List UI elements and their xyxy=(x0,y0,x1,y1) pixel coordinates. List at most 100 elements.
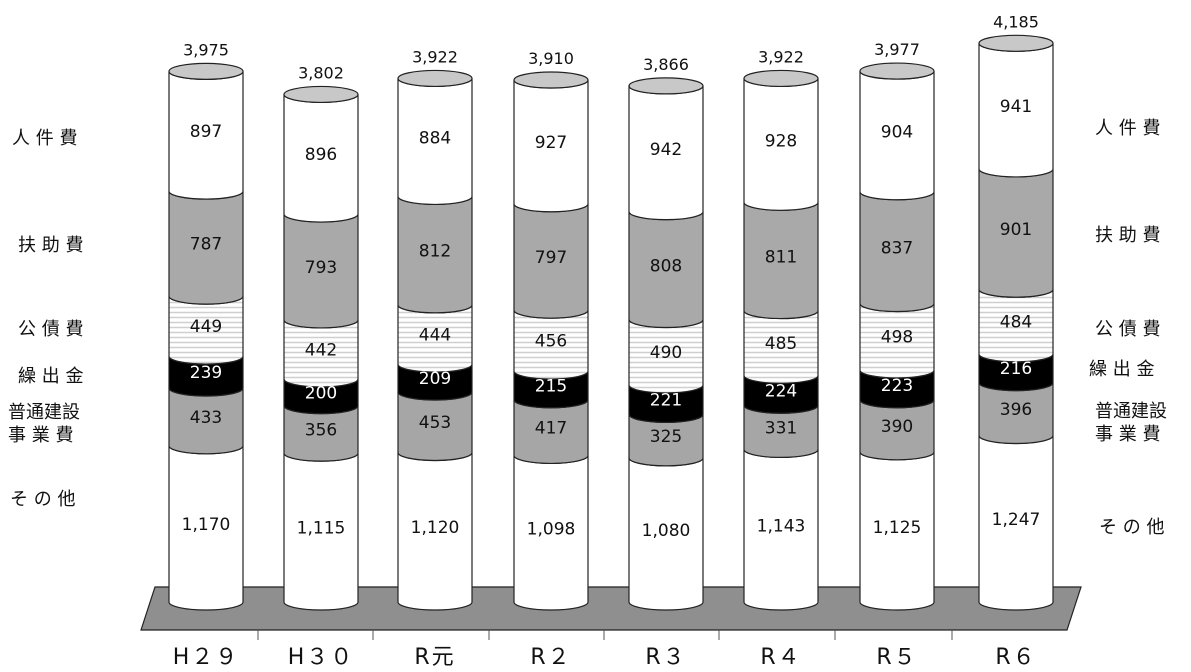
category-label-4: R２ xyxy=(530,645,571,670)
value-label-sonota-8: 1,247 xyxy=(992,510,1041,530)
value-label-fujohi-4: 797 xyxy=(535,248,567,268)
left-legend: 人 件 費 扶 助 費 公 債 費 繰 出 金 普通建設 事 業 費 そ の 他 xyxy=(8,128,83,510)
cylinder-top-cap-4 xyxy=(513,71,589,89)
cylinder-top-cap-5 xyxy=(628,77,704,95)
total-label-4: 3,910 xyxy=(528,49,574,68)
value-label-jinkenhi-4: 927 xyxy=(535,133,567,153)
value-label-kosaihi-1: 449 xyxy=(190,317,222,337)
total-label-5: 3,866 xyxy=(643,55,689,74)
cylinder-5 xyxy=(628,77,704,611)
value-label-futsu-6: 331 xyxy=(765,418,797,438)
value-label-kosaihi-6: 485 xyxy=(765,334,797,354)
value-label-futsu-5: 325 xyxy=(650,427,682,447)
value-label-fujohi-1: 787 xyxy=(190,235,222,255)
right-legend-sonota: そ の 他 xyxy=(1099,517,1164,538)
total-label-2: 3,802 xyxy=(298,63,344,82)
cylinder-bars xyxy=(168,34,1054,611)
right-legend-kosaihi: 公 債 費 xyxy=(1095,319,1160,340)
cylinder-top-cap-3 xyxy=(397,69,473,88)
cylinder-top-cap-2 xyxy=(283,85,359,104)
value-label-fujohi-5: 808 xyxy=(650,257,682,277)
value-label-futsu-8: 396 xyxy=(1000,400,1032,420)
value-label-kuridashikin-8: 216 xyxy=(1000,359,1032,379)
value-label-fujohi-8: 901 xyxy=(1000,220,1032,240)
category-label-8: R６ xyxy=(995,645,1036,670)
value-labels: 1,170 433 239 449 787 897 3,975 1,115 356 200 442 7… xyxy=(182,12,1041,541)
value-label-jinkenhi-2: 896 xyxy=(305,145,337,165)
value-label-jinkenhi-3: 884 xyxy=(419,128,451,148)
value-label-kuridashikin-5: 221 xyxy=(650,391,682,411)
value-label-futsu-7: 390 xyxy=(881,417,913,437)
value-label-sonota-3: 1,120 xyxy=(411,518,460,538)
cylinder-3 xyxy=(397,69,473,611)
left-legend-futsu-line2: 事 業 費 xyxy=(8,425,73,446)
left-legend-kuridashikin: 繰 出 金 xyxy=(18,366,83,387)
total-label-6: 3,922 xyxy=(758,47,804,66)
value-label-kuridashikin-2: 200 xyxy=(305,383,337,403)
cylinder-7 xyxy=(859,62,935,611)
value-label-futsu-1: 433 xyxy=(190,408,222,428)
total-label-3: 3,922 xyxy=(412,47,458,66)
axis-ticks xyxy=(257,630,953,640)
right-legend-jinkenhi: 人 件 費 xyxy=(1095,118,1160,139)
value-label-fujohi-3: 812 xyxy=(419,242,451,262)
value-label-sonota-7: 1,125 xyxy=(873,518,922,538)
value-label-kuridashikin-7: 223 xyxy=(881,376,913,396)
left-legend-kosaihi: 公 債 費 xyxy=(18,319,83,340)
value-label-jinkenhi-8: 941 xyxy=(1000,97,1032,117)
value-label-kosaihi-5: 490 xyxy=(650,343,682,363)
chart-base-platform xyxy=(140,586,1082,631)
cylinder-1 xyxy=(168,62,244,611)
value-label-fujohi-7: 837 xyxy=(881,239,913,259)
right-legend-kuridashikin: 繰 出 金 xyxy=(1089,359,1154,380)
value-label-kosaihi-3: 444 xyxy=(419,325,451,345)
cylinder-4 xyxy=(513,71,589,611)
value-label-kosaihi-8: 484 xyxy=(1000,313,1032,333)
value-label-kuridashikin-1: 239 xyxy=(190,363,222,383)
value-label-fujohi-6: 811 xyxy=(765,247,797,267)
value-label-futsu-2: 356 xyxy=(305,420,337,440)
category-label-6: R４ xyxy=(760,645,801,670)
category-label-2: H３０ xyxy=(288,645,355,670)
category-label-5: R３ xyxy=(645,645,686,670)
value-label-sonota-2: 1,115 xyxy=(297,519,346,539)
value-label-kosaihi-7: 498 xyxy=(881,328,913,348)
cylinder-2 xyxy=(283,85,359,611)
right-legend-futsu-line2: 事 業 費 xyxy=(1095,424,1160,445)
left-legend-sonota: そ の 他 xyxy=(10,489,75,510)
right-legend: 人 件 費 扶 助 費 公 債 費 繰 出 金 普通建設 事 業 費 そ の 他 xyxy=(1089,118,1167,538)
value-label-futsu-3: 453 xyxy=(419,413,451,433)
value-label-jinkenhi-7: 904 xyxy=(881,122,913,142)
cylinder-top-cap-6 xyxy=(743,69,819,88)
right-legend-futsu-line1: 普通建設 xyxy=(1095,401,1167,422)
category-label-7: R５ xyxy=(876,645,917,670)
total-label-1: 3,975 xyxy=(183,40,229,59)
category-label-1: H２９ xyxy=(173,645,240,670)
value-label-sonota-6: 1,143 xyxy=(757,517,806,537)
total-label-8: 4,185 xyxy=(993,12,1039,31)
total-label-7: 3,977 xyxy=(874,40,920,59)
cylinder-6 xyxy=(743,69,819,611)
value-label-sonota-4: 1,098 xyxy=(527,520,576,540)
value-label-kuridashikin-3: 209 xyxy=(419,369,451,389)
value-label-kosaihi-2: 442 xyxy=(305,340,337,360)
value-label-futsu-4: 417 xyxy=(535,419,567,439)
left-legend-fujohi: 扶 助 費 xyxy=(18,235,83,256)
value-label-jinkenhi-1: 897 xyxy=(190,122,222,142)
left-legend-jinkenhi: 人 件 費 xyxy=(12,128,77,149)
value-label-kuridashikin-6: 224 xyxy=(765,381,797,401)
value-label-jinkenhi-5: 942 xyxy=(650,140,682,160)
value-label-kosaihi-4: 456 xyxy=(535,332,567,352)
value-label-sonota-1: 1,170 xyxy=(182,515,231,535)
value-label-sonota-5: 1,080 xyxy=(642,521,691,541)
left-legend-futsu-line1: 普通建設 xyxy=(8,402,80,423)
value-label-kuridashikin-4: 215 xyxy=(535,376,567,396)
cylinder-top-cap-1 xyxy=(168,62,244,80)
value-label-jinkenhi-6: 928 xyxy=(765,131,797,151)
right-legend-fujohi: 扶 助 費 xyxy=(1095,225,1160,246)
cylinder-top-cap-7 xyxy=(859,62,935,80)
value-label-fujohi-2: 793 xyxy=(305,258,337,278)
cylinder-8 xyxy=(978,34,1054,611)
